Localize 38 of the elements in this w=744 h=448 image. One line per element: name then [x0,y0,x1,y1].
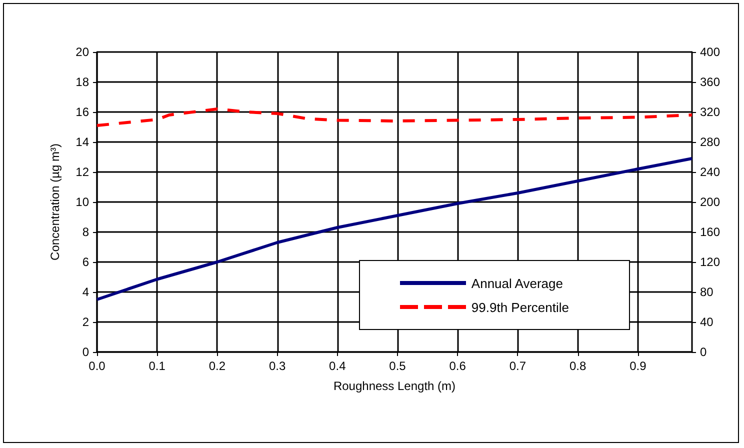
x-tick-label: 0.7 [509,359,526,373]
y2-tick-label: 120 [700,255,720,269]
x-tick-label: 0.2 [208,359,226,373]
y-tick-label: 4 [82,285,90,299]
y2-tick-label: 280 [700,135,720,149]
y-tick-label: 14 [76,135,90,149]
y2-tick-label: 40 [700,315,714,329]
x-tick-label: 0.3 [268,359,286,373]
y-tick-label: 6 [82,255,90,269]
x-tick-label: 0.9 [630,359,647,373]
y2-tick-label: 80 [700,285,714,299]
y2-tick-label: 0 [700,345,707,359]
y2-tick-label: 160 [700,225,720,239]
x-tick-label: 0.8 [569,359,586,373]
line-series [96,108,694,127]
x-tick-label: 0.0 [88,359,106,373]
y2-tick-label: 200 [700,195,720,209]
y-tick-label: 12 [76,165,90,179]
y2-tick-label: 400 [700,45,720,59]
y-tick-label: 16 [76,105,90,119]
y-tick-label: 18 [76,75,90,89]
y-axis-title: Concentration (µg m³) [48,144,62,260]
y-tick-label: 2 [82,315,90,329]
x-tick-label: 0.5 [389,359,406,373]
x-tick-label: 0.1 [148,359,166,373]
y-tick-label: 10 [76,195,90,209]
line-series [96,157,694,301]
y-tick-label: 8 [82,225,90,239]
y2-tick-label: 360 [700,75,720,89]
legend-label: Annual Average [471,276,563,290]
y2-tick-label: 320 [700,105,720,119]
x-tick-label: 0.4 [329,359,346,373]
y-tick-label: 20 [76,45,90,59]
legend-label: 99.9th Percentile [471,300,569,314]
y2-tick-label: 240 [700,165,720,179]
x-tick-label: 0.6 [449,359,466,373]
x-axis-title: Roughness Length (m) [333,379,456,393]
y-tick-label: 0 [82,345,90,359]
